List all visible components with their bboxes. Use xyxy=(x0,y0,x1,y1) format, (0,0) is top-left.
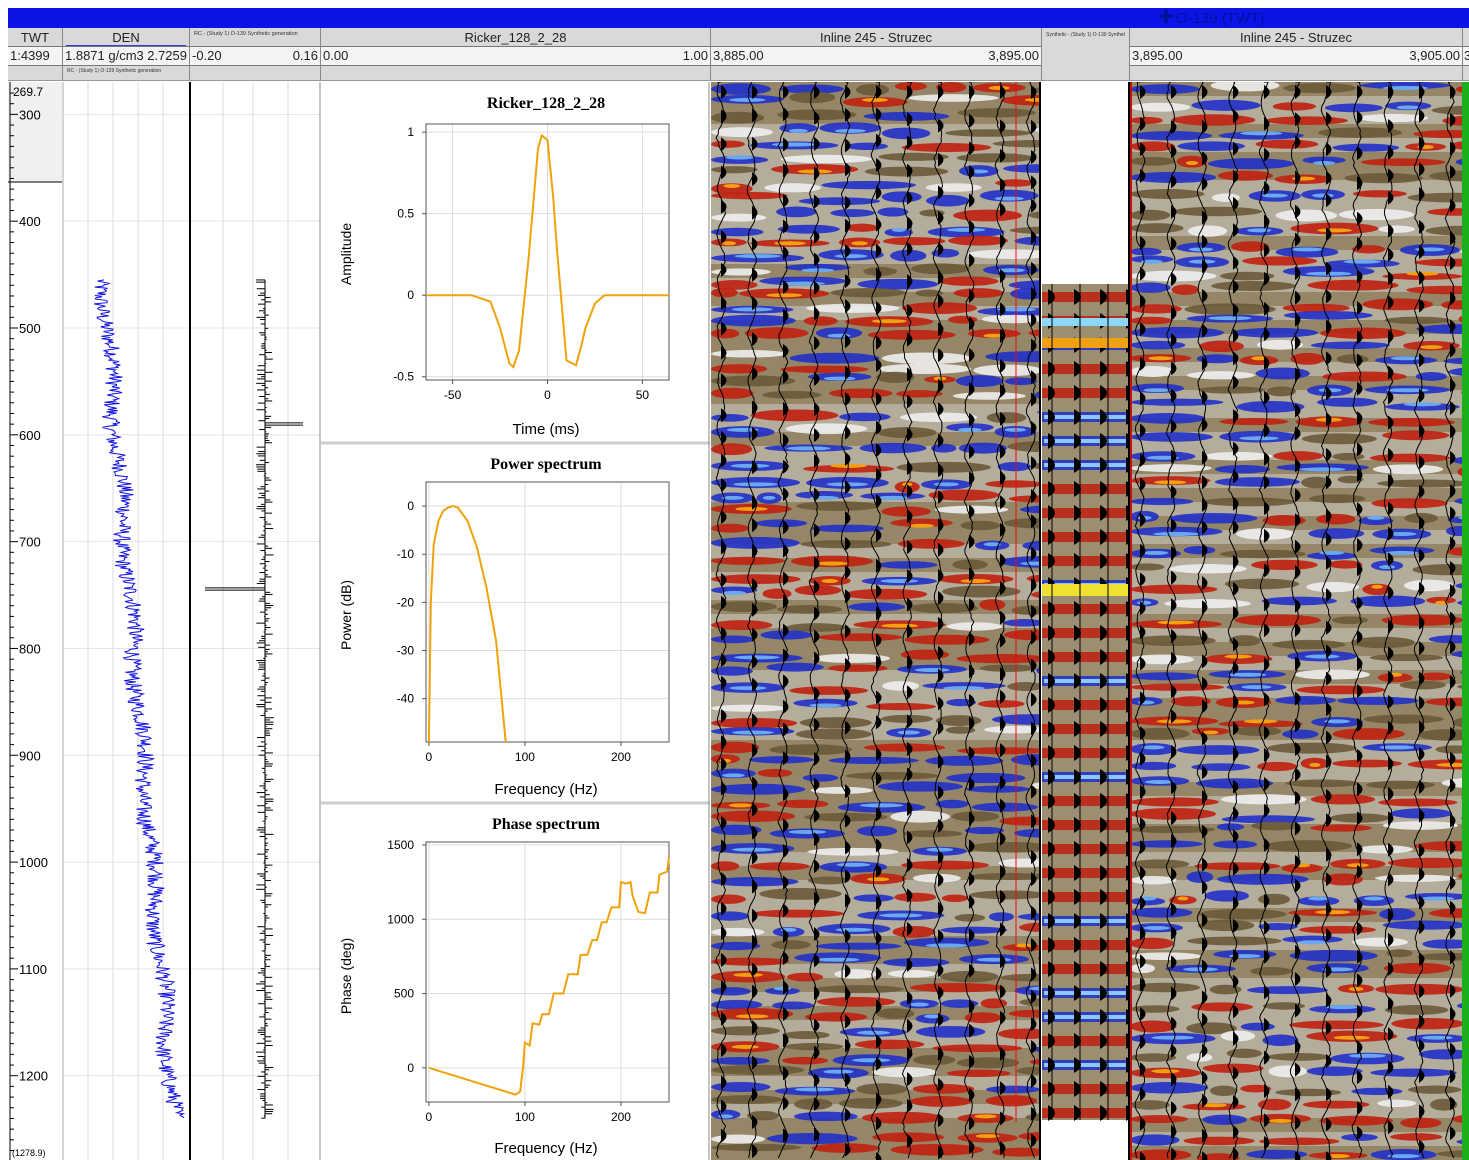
wavelet-left-value: 0.00 xyxy=(323,48,349,63)
synthetic-header[interactable]: Synthetic - (Study 1) O-139 Synthetic ge… xyxy=(1042,28,1130,80)
seismic3-cut-value: 3 xyxy=(1464,48,1469,63)
den-title: DEN xyxy=(112,30,140,45)
y-tick-label: 500 xyxy=(394,987,414,1001)
twt-scale: 1:4399 xyxy=(10,48,50,63)
track-header-bar: TWT 1:4399 DEN 1.8871 g/cm3 2.7259 RC - (… xyxy=(8,28,1469,81)
synthetic-panel[interactable] xyxy=(1042,82,1130,1160)
seismic3-header-stub[interactable]: 3 xyxy=(1463,28,1469,80)
y-tick-label: 1500 xyxy=(387,838,414,852)
rc-spikes xyxy=(205,279,303,1119)
den-log-curve xyxy=(93,279,186,1118)
x-tick-label: 200 xyxy=(611,1110,631,1124)
wavelet-chart-title: Ricker_128_2_28 xyxy=(487,95,605,112)
seismic1-title: Inline 245 - Struzec xyxy=(819,30,932,45)
y-tick-label: -10 xyxy=(397,547,415,561)
wavelet-chart: Ricker_128_2_28 Amplitude Time (ms) -50 0… xyxy=(338,95,670,438)
twt-tick-label: 800 xyxy=(19,641,41,656)
y-tick-label: 0 xyxy=(407,1061,414,1075)
y-tick-label: -0.5 xyxy=(393,370,414,384)
twt-bottom-label: (1278.9) xyxy=(12,1148,46,1158)
seismic2-header[interactable]: Inline 245 - Struzec 3,895.00 3,905.00 xyxy=(1130,28,1463,80)
twt-tick-label: 900 xyxy=(19,748,41,763)
den-track xyxy=(62,82,320,1160)
phase-xlabel: Frequency (Hz) xyxy=(494,1140,597,1157)
twt-tick-label: 1100 xyxy=(19,962,47,977)
x-tick-label: 50 xyxy=(636,388,650,402)
y-tick-label: -30 xyxy=(397,644,415,658)
well-marker-label: O-139 (TWT) xyxy=(1175,10,1265,27)
seismic1-left-value: 3,885.00 xyxy=(713,48,764,63)
twt-header[interactable]: TWT 1:4399 xyxy=(8,28,63,80)
rc-title: RC - (Study 1) O-139 Synthetic generatio… xyxy=(194,31,298,37)
y-tick-label: 1 xyxy=(407,125,414,139)
x-tick-label: 100 xyxy=(515,1110,535,1124)
twt-tick-label: 1000 xyxy=(19,855,48,870)
twt-tick-label: 400 xyxy=(19,214,41,229)
x-tick-label: 200 xyxy=(611,750,631,764)
wavelet-line xyxy=(426,133,669,369)
seismic2-left-value: 3,895.00 xyxy=(1132,48,1183,63)
twt-tick-label: 500 xyxy=(19,321,41,336)
synthetic-title: Synthetic - (Study 1) O-139 Synthetic ge… xyxy=(1046,32,1125,38)
y-tick-label: 0.5 xyxy=(397,207,414,221)
scroll-edge[interactable] xyxy=(1462,82,1469,1160)
wavelet-panel: Ricker_128_2_28 Amplitude Time (ms) -50 0… xyxy=(321,82,710,1160)
seismic2-right-value: 3,905.00 xyxy=(1409,48,1460,63)
twt-title: TWT xyxy=(20,30,50,45)
rc-right-value: 0.16 xyxy=(292,48,318,63)
seismic1-right-value: 3,895.00 xyxy=(988,48,1039,63)
seismic-panel-1[interactable] xyxy=(711,82,1041,1160)
seismic2-title: Inline 245 - Struzec xyxy=(1239,30,1352,45)
y-tick-label: -40 xyxy=(397,692,415,706)
den-right-value: 2.7259 xyxy=(147,48,187,63)
rc-track xyxy=(205,82,321,1160)
x-tick-label: 0 xyxy=(426,1110,433,1124)
seismic1-header[interactable]: Inline 245 - Struzec 3,885.00 3,895.00 xyxy=(711,28,1042,80)
wavelet-right-value: 1.00 xyxy=(682,48,708,63)
phase-chart: Phase spectrum Phase (deg) Frequency (Hz… xyxy=(338,816,670,1157)
x-tick-label: -50 xyxy=(444,388,462,402)
wavelet-xlabel: Time (ms) xyxy=(513,421,580,438)
top-blue-bar: ✚ O-139 (TWT) xyxy=(8,8,1469,28)
phase-line xyxy=(428,856,670,1096)
power-chart: Power spectrum Power (dB) Frequency (Hz)… xyxy=(338,456,670,798)
rc-left-value: -0.20 xyxy=(192,48,222,63)
y-tick-label: 0 xyxy=(407,288,414,302)
y-tick-label: 0 xyxy=(407,499,414,513)
power-xlabel: Frequency (Hz) xyxy=(494,781,597,798)
den-header[interactable]: DEN 1.8871 g/cm3 2.7259 RC - (Study 1) O-… xyxy=(63,28,190,80)
power-line xyxy=(427,505,507,743)
x-tick-label: 100 xyxy=(515,750,535,764)
power-ylabel: Power (dB) xyxy=(338,580,354,650)
well-cross-icon: ✚ xyxy=(1158,7,1174,28)
well-marker[interactable]: ✚ O-139 (TWT) xyxy=(1158,8,1264,28)
twt-tick-label: 700 xyxy=(19,535,41,550)
x-tick-label: 0 xyxy=(544,388,551,402)
y-tick-label: -20 xyxy=(397,595,415,609)
twt-tick-label: 600 xyxy=(19,428,41,443)
den-left-value: 1.8871 g/cm3 xyxy=(65,48,144,63)
wavelet-header-title: Ricker_128_2_28 xyxy=(464,30,567,45)
rc-header[interactable]: RC - (Study 1) O-139 Synthetic generatio… xyxy=(190,28,321,80)
twt-tick-label: 300 xyxy=(19,107,41,122)
x-tick-label: 0 xyxy=(426,750,433,764)
twt-top-label: 269.7 xyxy=(13,85,43,99)
twt-tick-label: 1200 xyxy=(19,1069,48,1084)
den-caption: RC - (Study 1) O-139 Synthetic generatio… xyxy=(67,68,162,74)
phase-ylabel: Phase (deg) xyxy=(338,938,354,1014)
power-chart-title: Power spectrum xyxy=(490,456,602,473)
y-tick-label: 1000 xyxy=(387,912,414,926)
wavelet-ylabel: Amplitude xyxy=(338,223,354,285)
wavelet-header[interactable]: Ricker_128_2_28 0.00 1.00 xyxy=(321,28,711,80)
phase-chart-title: Phase spectrum xyxy=(492,816,601,833)
seismic-panel-2[interactable] xyxy=(1130,82,1469,1160)
